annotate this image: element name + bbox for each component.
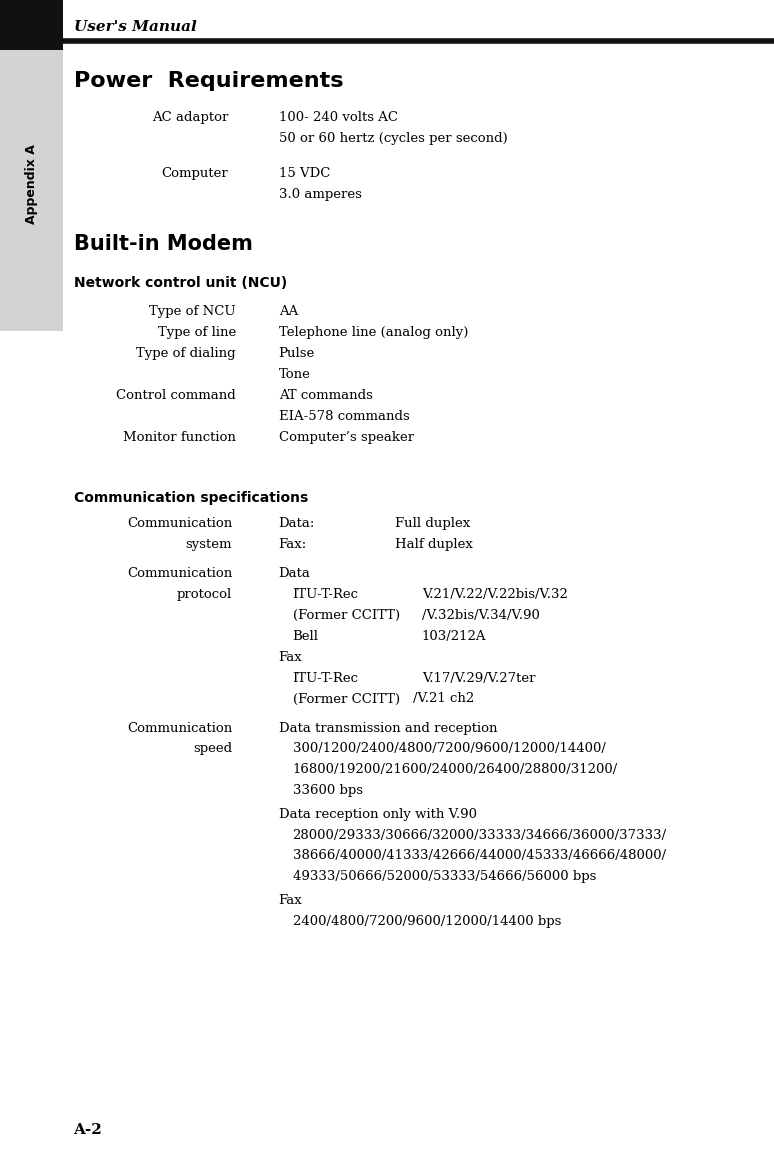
Text: 103/212A: 103/212A bbox=[422, 629, 486, 643]
Text: protocol: protocol bbox=[177, 587, 232, 601]
Bar bbox=[0, 0, 63, 37]
Text: 15 VDC: 15 VDC bbox=[279, 166, 330, 180]
Text: EIA-578 commands: EIA-578 commands bbox=[279, 409, 409, 423]
Text: A-2: A-2 bbox=[74, 1123, 102, 1137]
Text: Control command: Control command bbox=[116, 388, 236, 402]
Text: Communication: Communication bbox=[127, 721, 232, 735]
Text: Appendix A: Appendix A bbox=[26, 144, 38, 224]
Text: Bell: Bell bbox=[293, 629, 319, 643]
Text: AC adaptor: AC adaptor bbox=[152, 110, 228, 124]
Text: 33600 bps: 33600 bps bbox=[293, 784, 362, 798]
Text: Telephone line (analog only): Telephone line (analog only) bbox=[279, 326, 468, 340]
Text: 49333/50666/52000/53333/54666/56000 bps: 49333/50666/52000/53333/54666/56000 bps bbox=[293, 870, 596, 884]
Text: AA: AA bbox=[279, 305, 298, 319]
Text: V.21/V.22/V.22bis/V.32: V.21/V.22/V.22bis/V.32 bbox=[422, 587, 567, 601]
Text: (Former CCITT): (Former CCITT) bbox=[293, 608, 399, 622]
Text: Network control unit (NCU): Network control unit (NCU) bbox=[74, 276, 287, 290]
Text: system: system bbox=[186, 537, 232, 551]
Text: Monitor function: Monitor function bbox=[123, 430, 236, 444]
Text: 50 or 60 hertz (cycles per second): 50 or 60 hertz (cycles per second) bbox=[279, 131, 508, 145]
Text: 300/1200/2400/4800/7200/9600/12000/14400/: 300/1200/2400/4800/7200/9600/12000/14400… bbox=[293, 742, 605, 756]
Text: AT commands: AT commands bbox=[279, 388, 372, 402]
Text: User's Manual: User's Manual bbox=[74, 20, 197, 34]
Text: 2400/4800/7200/9600/12000/14400 bps: 2400/4800/7200/9600/12000/14400 bps bbox=[293, 914, 561, 928]
Text: V.17/V.29/V.27ter: V.17/V.29/V.27ter bbox=[422, 671, 536, 685]
Text: Type of NCU: Type of NCU bbox=[149, 305, 236, 319]
Text: Computer: Computer bbox=[162, 166, 228, 180]
Text: /V.21 ch2: /V.21 ch2 bbox=[413, 692, 474, 706]
Text: 16800/19200/21600/24000/26400/28800/31200/: 16800/19200/21600/24000/26400/28800/3120… bbox=[293, 763, 618, 777]
Text: 28000/29333/30666/32000/33333/34666/36000/37333/: 28000/29333/30666/32000/33333/34666/3600… bbox=[293, 828, 666, 842]
Text: Computer’s speaker: Computer’s speaker bbox=[279, 430, 414, 444]
Text: Data:: Data: bbox=[279, 516, 315, 530]
Text: Communication: Communication bbox=[127, 516, 232, 530]
Text: Fax:: Fax: bbox=[279, 537, 307, 551]
Text: speed: speed bbox=[193, 742, 232, 756]
Text: Fax: Fax bbox=[279, 650, 303, 664]
Bar bbox=[0, 31, 63, 50]
Text: Pulse: Pulse bbox=[279, 347, 315, 361]
Text: Tone: Tone bbox=[279, 368, 310, 381]
Text: (Former CCITT): (Former CCITT) bbox=[293, 692, 399, 706]
Bar bbox=[0, 0, 63, 331]
Text: Half duplex: Half duplex bbox=[395, 537, 473, 551]
Text: Built-in Modem: Built-in Modem bbox=[74, 234, 252, 255]
Text: ITU-T-Rec: ITU-T-Rec bbox=[293, 671, 358, 685]
Text: Fax: Fax bbox=[279, 893, 303, 907]
Text: 38666/40000/41333/42666/44000/45333/46666/48000/: 38666/40000/41333/42666/44000/45333/4666… bbox=[293, 849, 666, 863]
Text: Data reception only with V.90: Data reception only with V.90 bbox=[279, 807, 477, 821]
Text: Power  Requirements: Power Requirements bbox=[74, 71, 343, 92]
Text: 100- 240 volts AC: 100- 240 volts AC bbox=[279, 110, 398, 124]
Text: Data: Data bbox=[279, 566, 310, 580]
Text: /V.32bis/V.34/V.90: /V.32bis/V.34/V.90 bbox=[422, 608, 539, 622]
Text: Communication specifications: Communication specifications bbox=[74, 491, 308, 505]
Text: Full duplex: Full duplex bbox=[395, 516, 470, 530]
Text: Data transmission and reception: Data transmission and reception bbox=[279, 721, 497, 735]
Text: ITU-T-Rec: ITU-T-Rec bbox=[293, 587, 358, 601]
Text: Type of dialing: Type of dialing bbox=[136, 347, 236, 361]
Text: 3.0 amperes: 3.0 amperes bbox=[279, 187, 361, 201]
Text: Type of line: Type of line bbox=[158, 326, 236, 340]
Text: Communication: Communication bbox=[127, 566, 232, 580]
